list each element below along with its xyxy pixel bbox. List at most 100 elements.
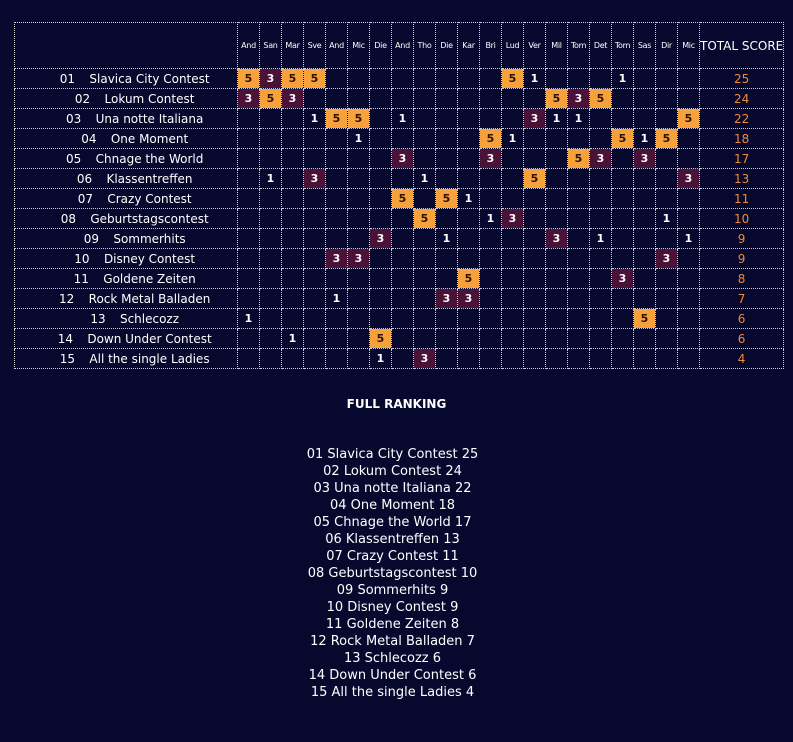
total-score-cell: 9 bbox=[698, 248, 785, 269]
points-cell bbox=[281, 188, 304, 209]
points-cell bbox=[237, 228, 260, 249]
points-cell bbox=[545, 68, 568, 89]
points-cell: 3 bbox=[633, 148, 656, 169]
points-cell bbox=[589, 108, 612, 129]
points-cell: 3 bbox=[611, 268, 634, 289]
entry-cell: 05 Chnage the World bbox=[14, 148, 238, 169]
voter-header: Kar bbox=[457, 22, 480, 69]
points-cell bbox=[567, 348, 590, 369]
points-cell bbox=[479, 168, 502, 189]
total-score-cell: 22 bbox=[698, 108, 785, 129]
points-cell: 3 bbox=[567, 88, 590, 109]
points-cell bbox=[259, 308, 282, 329]
points-cell bbox=[655, 148, 678, 169]
points-cell bbox=[677, 68, 700, 89]
points-cell bbox=[545, 148, 568, 169]
points-cell bbox=[589, 128, 612, 149]
points-cell bbox=[567, 308, 590, 329]
points-cell bbox=[435, 128, 458, 149]
points-cell bbox=[501, 248, 524, 269]
points-cell bbox=[589, 268, 612, 289]
points-cell: 5 bbox=[567, 148, 590, 169]
points-cell bbox=[479, 348, 502, 369]
points-cell: 3 bbox=[347, 248, 370, 269]
points-cell bbox=[325, 348, 348, 369]
points-cell bbox=[369, 308, 392, 329]
points-cell bbox=[435, 348, 458, 369]
points-cell bbox=[281, 168, 304, 189]
points-cell bbox=[303, 208, 326, 229]
total-score-cell: 10 bbox=[698, 208, 785, 229]
points-cell bbox=[611, 188, 634, 209]
points-cell bbox=[479, 328, 502, 349]
points-cell bbox=[567, 328, 590, 349]
points-cell bbox=[655, 68, 678, 89]
points-cell bbox=[633, 208, 656, 229]
entry-rank: 08 bbox=[60, 211, 76, 226]
points-cell bbox=[391, 248, 414, 269]
voter-header: Die bbox=[435, 22, 458, 69]
points-cell: 1 bbox=[347, 128, 370, 149]
total-score-cell: 24 bbox=[698, 88, 785, 109]
points-cell: 1 bbox=[611, 68, 634, 89]
points-cell bbox=[347, 188, 370, 209]
points-cell: 1 bbox=[413, 168, 436, 189]
points-cell bbox=[391, 128, 414, 149]
points-cell: 1 bbox=[523, 68, 546, 89]
points-cell bbox=[677, 148, 700, 169]
points-cell: 1 bbox=[259, 168, 282, 189]
entry-name: Lokum Contest bbox=[104, 91, 195, 106]
points-cell: 5 bbox=[347, 108, 370, 129]
total-score-cell: 8 bbox=[698, 268, 785, 289]
full-ranking-title: FULL RANKING bbox=[346, 397, 447, 411]
voter-header: Bri bbox=[479, 22, 502, 69]
total-score-cell: 6 bbox=[698, 328, 785, 349]
points-cell bbox=[479, 188, 502, 209]
points-cell bbox=[281, 148, 304, 169]
points-cell bbox=[633, 248, 656, 269]
points-cell bbox=[501, 148, 524, 169]
points-cell bbox=[347, 348, 370, 369]
points-cell bbox=[369, 248, 392, 269]
points-cell bbox=[325, 128, 348, 149]
points-cell bbox=[589, 68, 612, 89]
points-cell bbox=[325, 188, 348, 209]
points-cell: 3 bbox=[391, 148, 414, 169]
points-cell bbox=[281, 108, 304, 129]
points-cell bbox=[413, 148, 436, 169]
points-cell bbox=[501, 348, 524, 369]
points-cell bbox=[237, 288, 260, 309]
points-cell bbox=[457, 108, 480, 129]
table-row: 11 Goldene Zeiten 5 3 8 bbox=[14, 268, 785, 289]
points-cell bbox=[523, 288, 546, 309]
points-cell bbox=[369, 168, 392, 189]
points-cell bbox=[435, 328, 458, 349]
table-row: 05 Chnage the World 3 3 5 3 3 17 bbox=[14, 148, 785, 169]
points-cell bbox=[391, 328, 414, 349]
points-cell: 3 bbox=[501, 208, 524, 229]
points-cell bbox=[501, 268, 524, 289]
points-cell bbox=[611, 288, 634, 309]
table-row: 10 Disney Contest 3 3 3 9 bbox=[14, 248, 785, 269]
entry-cell: 08 Geburtstagscontest bbox=[14, 208, 238, 229]
points-cell: 1 bbox=[435, 228, 458, 249]
points-cell bbox=[655, 268, 678, 289]
points-cell bbox=[237, 348, 260, 369]
points-cell bbox=[391, 208, 414, 229]
points-cell bbox=[589, 168, 612, 189]
points-cell bbox=[589, 208, 612, 229]
entry-cell: 04 One Moment bbox=[14, 128, 238, 149]
entry-name: One Moment bbox=[110, 131, 189, 146]
points-cell bbox=[281, 208, 304, 229]
points-cell bbox=[237, 128, 260, 149]
points-cell bbox=[303, 348, 326, 369]
points-cell bbox=[369, 268, 392, 289]
points-cell bbox=[413, 228, 436, 249]
points-cell: 5 bbox=[391, 188, 414, 209]
points-cell bbox=[479, 88, 502, 109]
points-cell: 5 bbox=[655, 128, 678, 149]
points-cell bbox=[435, 268, 458, 289]
points-cell: 3 bbox=[413, 348, 436, 369]
ranking-item: 05 Chnage the World 17 bbox=[313, 515, 472, 530]
points-cell: 1 bbox=[567, 108, 590, 129]
